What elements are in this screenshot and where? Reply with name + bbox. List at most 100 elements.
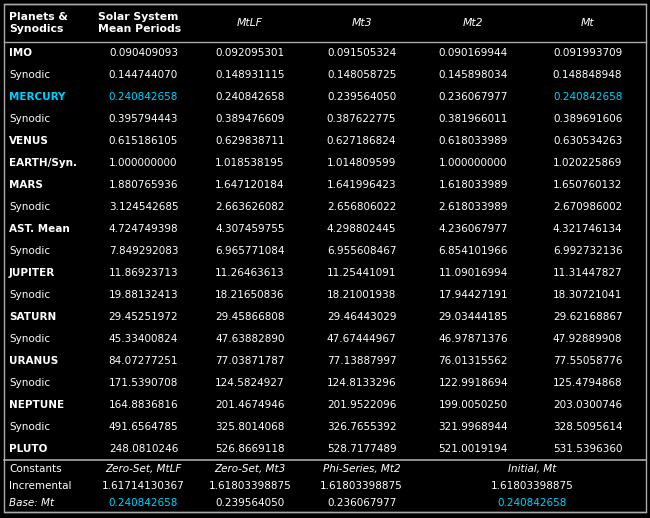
Text: Synodic: Synodic bbox=[9, 334, 50, 344]
Text: 0.145898034: 0.145898034 bbox=[439, 70, 508, 80]
Text: Mt: Mt bbox=[580, 18, 594, 28]
Text: Zero-Set, Mt3: Zero-Set, Mt3 bbox=[214, 464, 285, 473]
Text: 47.92889908: 47.92889908 bbox=[553, 334, 622, 344]
Text: 0.236067977: 0.236067977 bbox=[327, 498, 396, 508]
Text: 526.8669118: 526.8669118 bbox=[215, 444, 285, 454]
Text: 77.55058776: 77.55058776 bbox=[553, 356, 622, 366]
Text: 171.5390708: 171.5390708 bbox=[109, 378, 178, 388]
Text: PLUTO: PLUTO bbox=[9, 444, 47, 454]
Text: 1.014809599: 1.014809599 bbox=[327, 158, 396, 168]
Text: 125.4794868: 125.4794868 bbox=[552, 378, 623, 388]
Text: 1.650760132: 1.650760132 bbox=[553, 180, 622, 190]
Text: 0.240842658: 0.240842658 bbox=[109, 92, 178, 102]
Text: 29.45251972: 29.45251972 bbox=[109, 312, 178, 322]
Text: 0.627186824: 0.627186824 bbox=[327, 136, 396, 146]
Text: 124.5824927: 124.5824927 bbox=[215, 378, 285, 388]
Text: 0.240842658: 0.240842658 bbox=[497, 498, 566, 508]
Text: 4.321746134: 4.321746134 bbox=[552, 224, 623, 234]
Text: 0.236067977: 0.236067977 bbox=[439, 92, 508, 102]
Text: 124.8133296: 124.8133296 bbox=[327, 378, 396, 388]
Text: URANUS: URANUS bbox=[9, 356, 58, 366]
Text: 1.647120184: 1.647120184 bbox=[215, 180, 285, 190]
Text: 0.148931115: 0.148931115 bbox=[215, 70, 285, 80]
Text: 531.5396360: 531.5396360 bbox=[553, 444, 622, 454]
Text: 47.67444967: 47.67444967 bbox=[327, 334, 396, 344]
Text: Mt2: Mt2 bbox=[463, 18, 484, 28]
Text: MtLF: MtLF bbox=[237, 18, 263, 28]
Text: Mt3: Mt3 bbox=[352, 18, 372, 28]
Text: Synodic: Synodic bbox=[9, 246, 50, 256]
Text: 203.0300746: 203.0300746 bbox=[553, 400, 622, 410]
Text: SATURN: SATURN bbox=[9, 312, 57, 322]
Text: 1.018538195: 1.018538195 bbox=[215, 158, 285, 168]
Text: 84.07277251: 84.07277251 bbox=[109, 356, 178, 366]
Text: VENUS: VENUS bbox=[9, 136, 49, 146]
Text: 164.8836816: 164.8836816 bbox=[109, 400, 178, 410]
Text: 0.389691606: 0.389691606 bbox=[553, 114, 622, 124]
Text: 1.61803398875: 1.61803398875 bbox=[490, 481, 573, 491]
Text: 11.26463613: 11.26463613 bbox=[215, 268, 285, 278]
Text: 328.5095614: 328.5095614 bbox=[553, 422, 622, 432]
Text: 0.148848948: 0.148848948 bbox=[553, 70, 622, 80]
Text: Zero-Set, MtLF: Zero-Set, MtLF bbox=[105, 464, 181, 473]
Text: 0.091993709: 0.091993709 bbox=[553, 48, 622, 58]
Text: 11.25441091: 11.25441091 bbox=[327, 268, 396, 278]
Text: 201.9522096: 201.9522096 bbox=[327, 400, 396, 410]
Text: 0.240842658: 0.240842658 bbox=[215, 92, 285, 102]
Text: Synodic: Synodic bbox=[9, 290, 50, 300]
Text: 248.0810246: 248.0810246 bbox=[109, 444, 178, 454]
Text: 0.629838711: 0.629838711 bbox=[215, 136, 285, 146]
Text: 0.090169944: 0.090169944 bbox=[439, 48, 508, 58]
Text: 46.97871376: 46.97871376 bbox=[439, 334, 508, 344]
Text: 1.618033989: 1.618033989 bbox=[439, 180, 508, 190]
Text: 0.240842658: 0.240842658 bbox=[553, 92, 622, 102]
Text: 1.880765936: 1.880765936 bbox=[109, 180, 178, 190]
Text: 1.61803398875: 1.61803398875 bbox=[320, 481, 403, 491]
Text: 326.7655392: 326.7655392 bbox=[327, 422, 396, 432]
Text: 7.849292083: 7.849292083 bbox=[109, 246, 178, 256]
Text: 18.30721041: 18.30721041 bbox=[553, 290, 622, 300]
Text: 6.965771084: 6.965771084 bbox=[215, 246, 285, 256]
Text: 0.144744070: 0.144744070 bbox=[109, 70, 178, 80]
Text: 0.387622775: 0.387622775 bbox=[327, 114, 396, 124]
Text: Phi-Series, Mt2: Phi-Series, Mt2 bbox=[323, 464, 400, 473]
Text: 201.4674946: 201.4674946 bbox=[215, 400, 285, 410]
Text: MERCURY: MERCURY bbox=[9, 92, 66, 102]
Text: 0.239564050: 0.239564050 bbox=[327, 92, 396, 102]
Text: 1.000000000: 1.000000000 bbox=[109, 158, 177, 168]
Text: EARTH/Syn.: EARTH/Syn. bbox=[9, 158, 77, 168]
Text: 18.21001938: 18.21001938 bbox=[327, 290, 396, 300]
Text: 45.33400824: 45.33400824 bbox=[109, 334, 178, 344]
Text: Solar System
Mean Periods: Solar System Mean Periods bbox=[98, 12, 181, 34]
Text: Constants: Constants bbox=[9, 464, 62, 473]
Text: Base: Mt: Base: Mt bbox=[9, 498, 54, 508]
Text: 0.240842658: 0.240842658 bbox=[109, 498, 178, 508]
Text: 321.9968944: 321.9968944 bbox=[439, 422, 508, 432]
Text: 47.63882890: 47.63882890 bbox=[215, 334, 285, 344]
Text: 2.670986002: 2.670986002 bbox=[553, 202, 622, 212]
Text: Synodic: Synodic bbox=[9, 70, 50, 80]
Text: 2.656806022: 2.656806022 bbox=[327, 202, 396, 212]
Text: 1.641996423: 1.641996423 bbox=[327, 180, 396, 190]
Text: Synodic: Synodic bbox=[9, 202, 50, 212]
Text: 76.01315562: 76.01315562 bbox=[439, 356, 508, 366]
Text: 0.630534263: 0.630534263 bbox=[553, 136, 622, 146]
Text: IMO: IMO bbox=[9, 48, 32, 58]
Text: 2.618033989: 2.618033989 bbox=[439, 202, 508, 212]
Text: 0.091505324: 0.091505324 bbox=[327, 48, 396, 58]
Text: 29.45866808: 29.45866808 bbox=[215, 312, 285, 322]
Text: Initial, Mt: Initial, Mt bbox=[508, 464, 556, 473]
Text: Synodic: Synodic bbox=[9, 422, 50, 432]
Text: 18.21650836: 18.21650836 bbox=[215, 290, 285, 300]
Text: 4.298802445: 4.298802445 bbox=[327, 224, 396, 234]
Text: Incremental: Incremental bbox=[9, 481, 72, 491]
Text: 1.61714130367: 1.61714130367 bbox=[102, 481, 185, 491]
Text: 11.86923713: 11.86923713 bbox=[109, 268, 178, 278]
Text: 521.0019194: 521.0019194 bbox=[439, 444, 508, 454]
Text: 199.0050250: 199.0050250 bbox=[439, 400, 508, 410]
Text: 29.46443029: 29.46443029 bbox=[327, 312, 396, 322]
Text: 491.6564785: 491.6564785 bbox=[109, 422, 178, 432]
Text: 4.724749398: 4.724749398 bbox=[109, 224, 178, 234]
Text: 0.092095301: 0.092095301 bbox=[215, 48, 285, 58]
Text: 2.663626082: 2.663626082 bbox=[215, 202, 285, 212]
